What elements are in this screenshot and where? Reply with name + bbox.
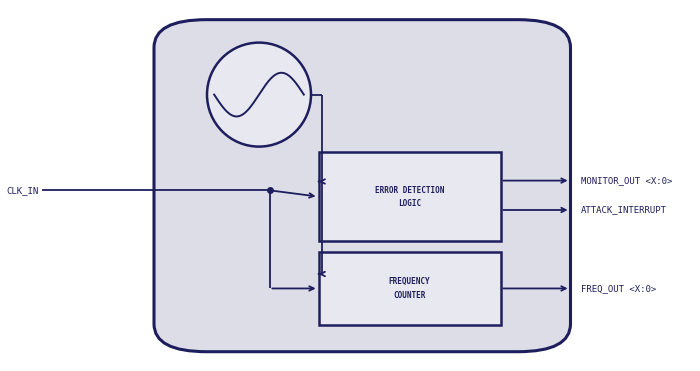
FancyBboxPatch shape bbox=[318, 152, 500, 241]
Text: MONITOR_OUT <X:0>: MONITOR_OUT <X:0> bbox=[581, 176, 673, 185]
Text: ATTACK_INTERRUPT: ATTACK_INTERRUPT bbox=[581, 206, 667, 214]
Ellipse shape bbox=[207, 43, 311, 147]
FancyBboxPatch shape bbox=[318, 252, 500, 325]
Text: FREQ_OUT <X:0>: FREQ_OUT <X:0> bbox=[581, 284, 657, 293]
FancyBboxPatch shape bbox=[154, 20, 570, 352]
Text: ERROR DETECTION
LOGIC: ERROR DETECTION LOGIC bbox=[374, 186, 444, 208]
Text: FREQUENCY
COUNTER: FREQUENCY COUNTER bbox=[389, 278, 430, 299]
Text: CLK_IN: CLK_IN bbox=[6, 186, 38, 195]
